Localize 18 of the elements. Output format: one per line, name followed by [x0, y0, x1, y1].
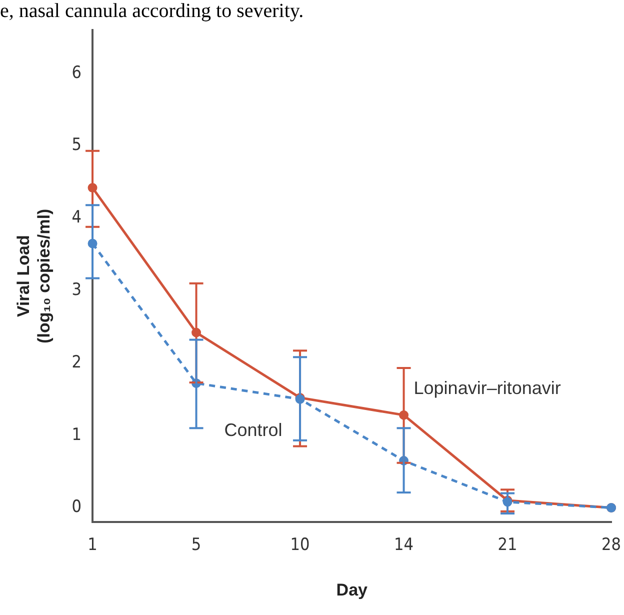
x-tick-label: 28: [602, 534, 622, 555]
x-tick-label: 1: [88, 534, 98, 555]
y-tick-label: 6: [72, 62, 82, 83]
series-label: Lopinavir–ritonavir: [414, 378, 561, 398]
y-tick-label: 3: [72, 280, 82, 300]
y-tick-label: 4: [72, 208, 82, 228]
x-tick-label: 10: [290, 534, 310, 555]
x-axis-title: Day: [336, 580, 368, 600]
series-label: Control: [224, 420, 282, 440]
x-tick-label: 21: [498, 534, 518, 555]
x-tick-label: 14: [394, 534, 414, 555]
y-tick-label: 5: [72, 135, 82, 156]
x-tick-label: 5: [191, 534, 202, 555]
y-axis-title: Viral Load (log₁₀ copies/ml): [14, 208, 54, 344]
text: e, nasal cannula according to severity.: [0, 0, 304, 23]
y-tick-label: 1: [72, 424, 82, 445]
y-tick-label: 2: [72, 352, 82, 372]
y-tick-label: 0: [72, 497, 82, 518]
